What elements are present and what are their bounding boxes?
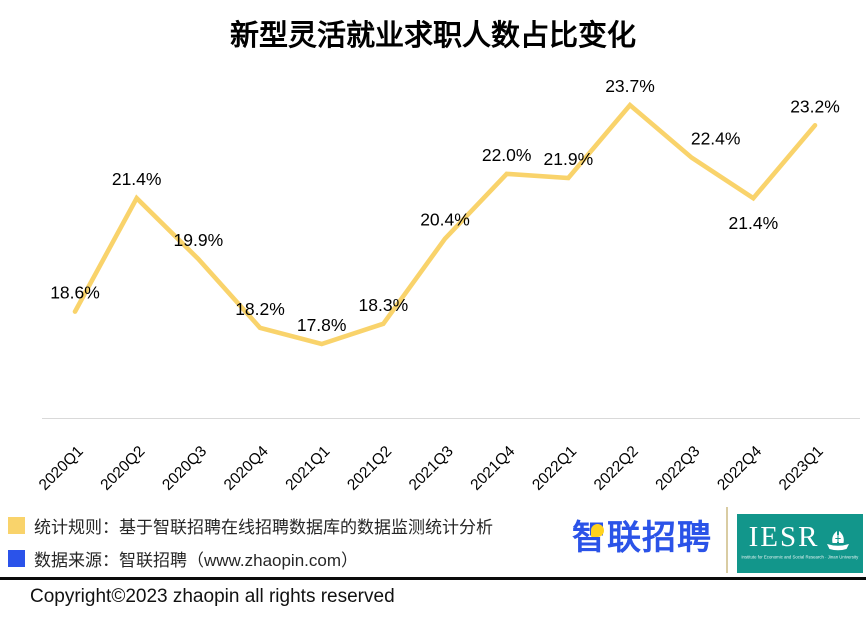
- data-label: 22.4%: [691, 129, 741, 149]
- data-label: 23.2%: [790, 96, 840, 116]
- x-tick-label: 2022Q4: [714, 443, 765, 494]
- x-tick-label: 2020Q4: [221, 443, 272, 494]
- x-tick-label: 2021Q4: [467, 443, 518, 494]
- data-label: 20.4%: [420, 210, 470, 230]
- data-label: 17.8%: [297, 315, 347, 335]
- x-tick-label: 2023Q1: [776, 443, 827, 494]
- data-label: 23.7%: [605, 76, 655, 96]
- data-label: 19.9%: [174, 230, 224, 250]
- data-label: 22.0%: [482, 145, 532, 165]
- data-label: 21.4%: [729, 213, 779, 233]
- legend-swatch-blue: [8, 550, 25, 567]
- zhaopin-pin-icon: [591, 524, 604, 537]
- x-tick-label: 2020Q1: [36, 443, 87, 494]
- data-label: 21.9%: [544, 149, 594, 169]
- page-title: 新型灵活就业求职人数占比变化: [229, 20, 636, 52]
- legend-item-source: 数据来源：智联招聘（www.zhaopin.com）: [8, 546, 358, 571]
- iesr-tagline: Institute for Economic and Social Resear…: [741, 554, 859, 560]
- iesr-logo-text: IESR: [748, 521, 820, 553]
- legend-swatch-yellow: [8, 517, 25, 534]
- data-label: 18.3%: [359, 295, 409, 315]
- footer-divider-line: [0, 577, 866, 580]
- data-label: 18.6%: [50, 283, 100, 303]
- line-chart: 18.6% 21.4% 19.9% 18.2% 17.8% 18.3% 20.4% 22.0%…: [36, 76, 860, 494]
- zhaopin-logo: 智联招聘: [572, 510, 712, 557]
- x-tick-label: 2022Q3: [652, 443, 703, 494]
- copyright-text: Copyright©2023 zhaopin all rights reserv…: [30, 586, 395, 607]
- legend-item-rule: 统计规则：基于智联招聘在线招聘数据库的数据监测统计分析: [8, 513, 493, 538]
- x-tick-label: 2021Q2: [344, 443, 395, 494]
- x-tick-label: 2021Q3: [406, 443, 457, 494]
- series-line: [72, 101, 818, 347]
- x-tick-label: 2020Q2: [97, 443, 148, 494]
- data-label: 21.4%: [112, 169, 162, 189]
- x-tick-label: 2021Q1: [282, 443, 333, 494]
- legend-label: 数据来源：智联招聘（www.zhaopin.com）: [34, 551, 359, 570]
- x-tick-label: 2022Q1: [529, 443, 580, 494]
- logo-divider: [726, 507, 728, 573]
- x-tick-label: 2020Q3: [159, 443, 210, 494]
- x-tick-label: 2022Q2: [591, 443, 642, 494]
- iesr-logo: IESR Institute for Economic and Social R…: [737, 514, 863, 573]
- data-label: 18.2%: [235, 299, 285, 319]
- boat-icon: [827, 531, 850, 551]
- legend-label: 统计规则：基于智联招聘在线招聘数据库的数据监测统计分析: [34, 518, 493, 537]
